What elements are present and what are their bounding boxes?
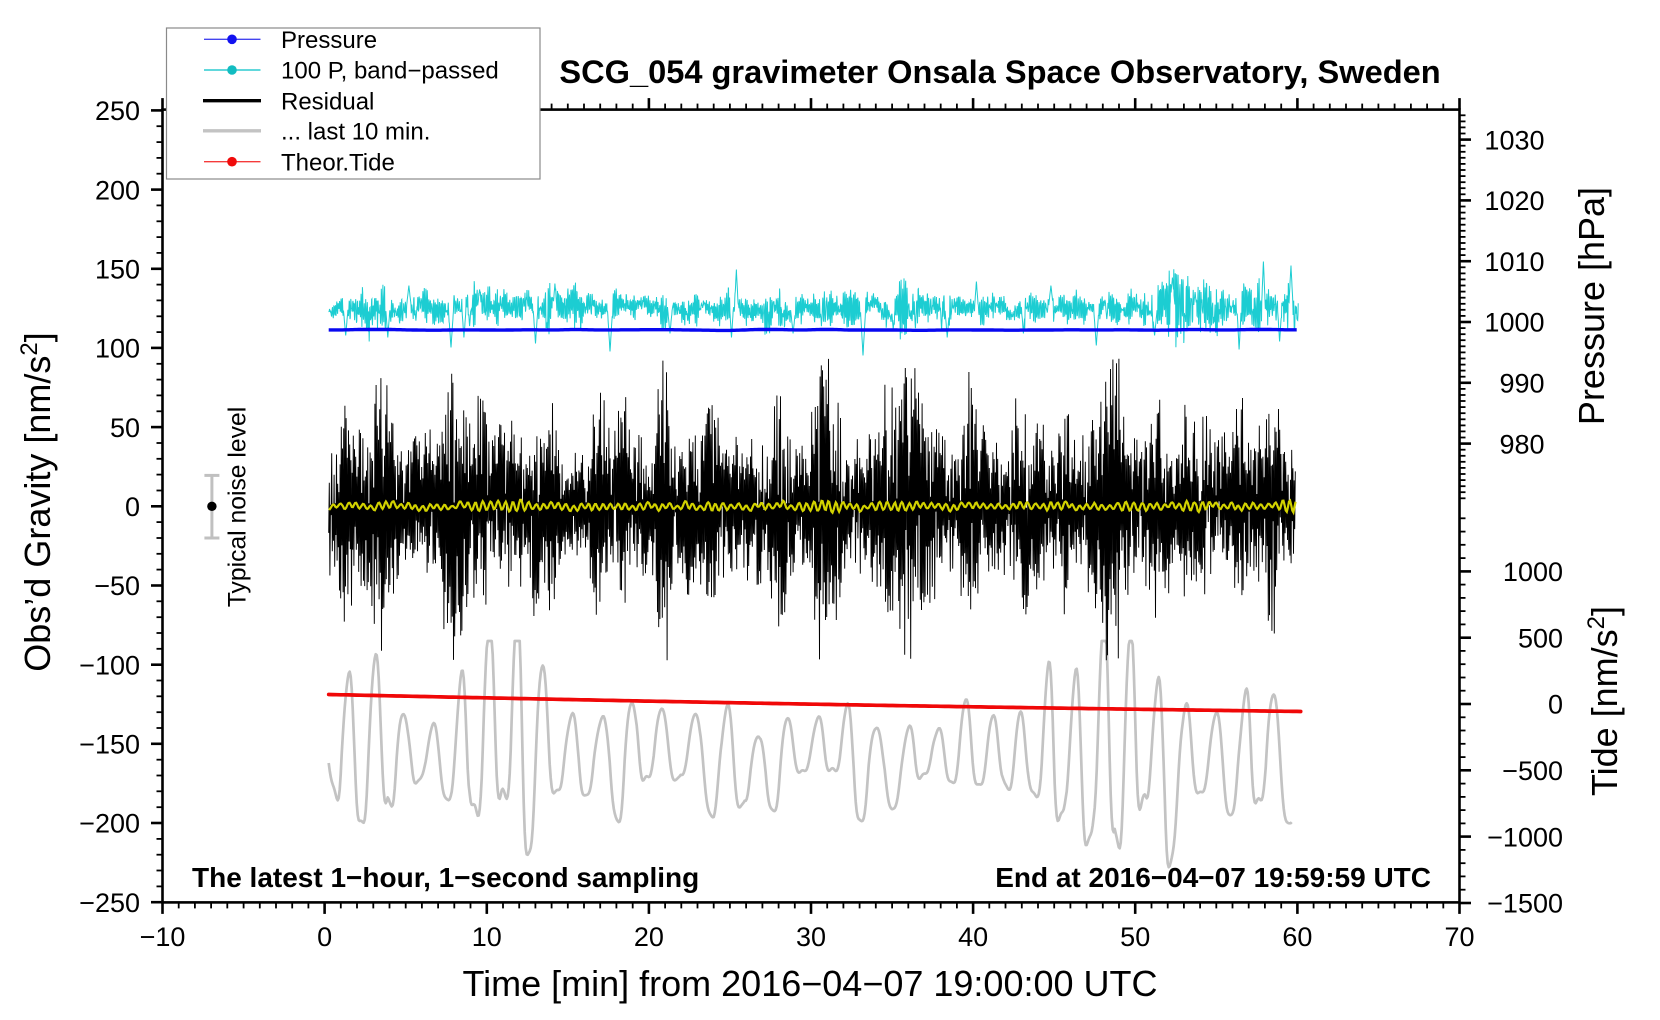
svg-text:50: 50 [110, 413, 140, 443]
svg-text:0: 0 [1548, 690, 1563, 720]
svg-text:−10: −10 [140, 922, 186, 952]
svg-text:10: 10 [472, 922, 502, 952]
svg-text:Time [min] from 2016−04−07 19:: Time [min] from 2016−04−07 19:00:00 UTC [462, 963, 1157, 1004]
svg-text:Obs’d Gravity [nm/s2]: Obs’d Gravity [nm/s2] [16, 332, 58, 671]
svg-text:50: 50 [1120, 922, 1150, 952]
svg-text:1020: 1020 [1484, 186, 1544, 216]
svg-text:The latest 1−hour, 1−second sa: The latest 1−hour, 1−second sampling [192, 862, 699, 893]
svg-text:500: 500 [1518, 623, 1563, 653]
svg-text:1010: 1010 [1484, 247, 1544, 277]
svg-text:1000: 1000 [1484, 308, 1544, 338]
svg-text:SCG_054 gravimeter Onsala Spac: SCG_054 gravimeter Onsala Space Observat… [559, 53, 1440, 90]
svg-text:0: 0 [125, 492, 140, 522]
svg-text:−50: −50 [94, 571, 140, 601]
svg-text:−1000: −1000 [1487, 822, 1563, 852]
svg-text:200: 200 [95, 175, 140, 205]
svg-text:0: 0 [317, 922, 332, 952]
svg-text:1000: 1000 [1503, 557, 1563, 587]
svg-text:−200: −200 [79, 809, 140, 839]
svg-text:1030: 1030 [1484, 125, 1544, 155]
svg-text:70: 70 [1444, 922, 1474, 952]
svg-text:−150: −150 [79, 730, 140, 760]
svg-text:250: 250 [95, 96, 140, 126]
svg-text:60: 60 [1282, 922, 1312, 952]
svg-text:Tide [nm/s2]: Tide [nm/s2] [1583, 606, 1625, 796]
svg-text:−1500: −1500 [1487, 889, 1563, 919]
svg-text:−100: −100 [79, 650, 140, 680]
svg-text:100 P, band−passed: 100 P, band−passed [281, 58, 499, 85]
svg-text:Pressure [hPa]: Pressure [hPa] [1571, 187, 1612, 425]
svg-text:Pressure: Pressure [281, 27, 377, 54]
svg-text:980: 980 [1499, 429, 1544, 459]
svg-text:100: 100 [95, 334, 140, 364]
svg-text:... last 10 min.: ... last 10 min. [281, 119, 430, 146]
svg-text:Residual: Residual [281, 88, 374, 115]
svg-text:30: 30 [796, 922, 826, 952]
svg-text:End at 2016−04−07 19:59:59 UTC: End at 2016−04−07 19:59:59 UTC [995, 862, 1431, 893]
svg-text:990: 990 [1499, 369, 1544, 399]
svg-text:20: 20 [634, 922, 664, 952]
svg-text:−500: −500 [1502, 756, 1563, 786]
svg-text:40: 40 [958, 922, 988, 952]
svg-text:−250: −250 [79, 888, 140, 918]
svg-text:Typical noise level: Typical noise level [225, 407, 252, 607]
svg-text:Theor.Tide: Theor.Tide [281, 149, 395, 176]
svg-text:150: 150 [95, 255, 140, 285]
